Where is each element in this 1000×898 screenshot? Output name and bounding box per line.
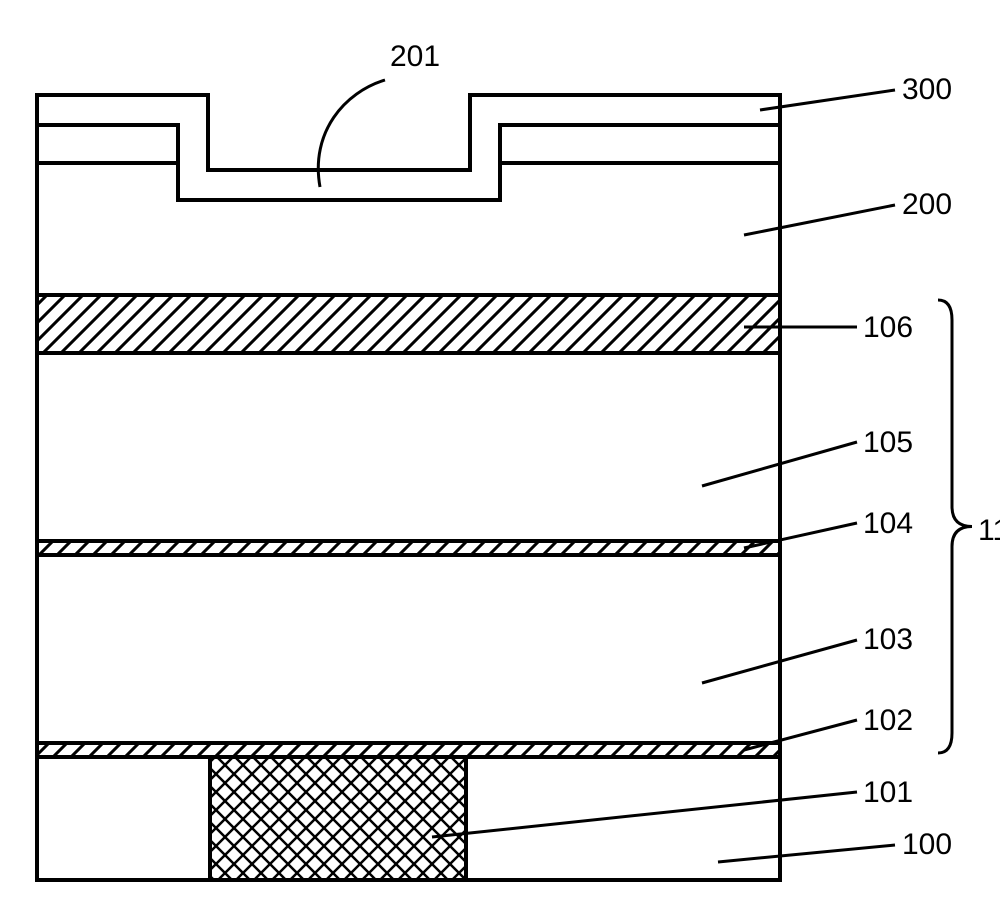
label-105: 105 — [863, 428, 913, 458]
label-104: 104 — [863, 509, 913, 539]
label-201: 201 — [390, 42, 440, 72]
label-106: 106 — [863, 313, 913, 343]
label-101: 101 — [863, 778, 913, 808]
label-300: 300 — [902, 75, 952, 105]
cross-section-diagram — [0, 0, 1000, 898]
label-103: 103 — [863, 625, 913, 655]
label-200: 200 — [902, 190, 952, 220]
label-110: 110 — [978, 516, 1000, 546]
label-102: 102 — [863, 706, 913, 736]
label-100: 100 — [902, 830, 952, 860]
layer-stack — [37, 95, 780, 880]
